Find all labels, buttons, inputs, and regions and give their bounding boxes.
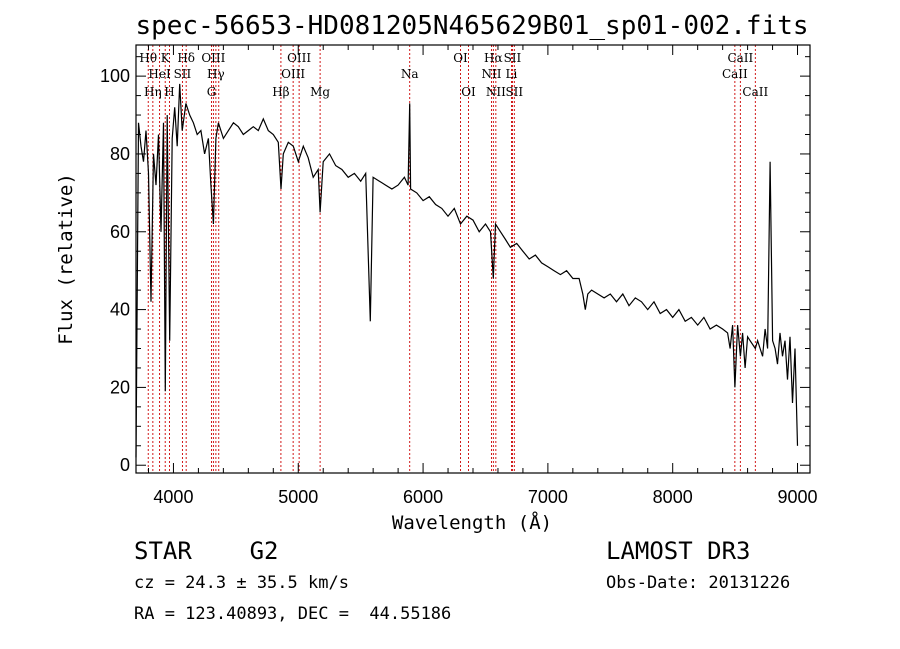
y-tick-label: 40 bbox=[110, 300, 130, 320]
line-label-OIII-4320: OIII bbox=[201, 51, 225, 65]
spectrum-line bbox=[135, 83, 799, 458]
x-tick-label: 7000 bbox=[528, 487, 568, 507]
x-tick-label: 6000 bbox=[403, 487, 443, 507]
y-tick-label: 20 bbox=[110, 377, 130, 397]
line-label-H-theta: Hθ bbox=[139, 51, 157, 65]
line-label-H-delta: Hδ bbox=[177, 51, 195, 65]
redshift-label: cz = 24.3 ± 35.5 km/s bbox=[134, 573, 349, 593]
line-label-H-gamma: Hγ bbox=[207, 67, 225, 81]
plot-frame bbox=[135, 44, 811, 474]
line-label-NII-6583: NII bbox=[486, 85, 506, 99]
x-tick-label: 8000 bbox=[653, 487, 693, 507]
line-label-OI-6300: OI bbox=[453, 51, 468, 65]
line-label-H-beta: Hβ bbox=[272, 85, 289, 99]
line-label-CaII-H: H bbox=[164, 85, 174, 99]
line-label-NII-6548: NII bbox=[481, 67, 501, 81]
y-tick-label: 60 bbox=[110, 222, 130, 242]
x-axis-ticks: 4000 5000 6000 7000 8000 9000 bbox=[147, 45, 818, 507]
line-label-CaII-8498: CaII bbox=[722, 67, 748, 81]
line-label-G-band: G bbox=[207, 85, 217, 99]
line-label-Li: Li bbox=[506, 67, 518, 81]
line-markers bbox=[147, 45, 756, 473]
y-tick-label: 100 bbox=[100, 66, 130, 86]
line-label-HeI: HeI bbox=[148, 67, 171, 81]
x-axis-label: Wavelength (Å) bbox=[392, 511, 552, 534]
x-tick-label: 5000 bbox=[278, 487, 318, 507]
survey-label: LAMOST DR3 bbox=[606, 537, 751, 565]
line-label-H-alpha: Hα bbox=[484, 51, 503, 65]
star-class-label: STAR G2 bbox=[134, 537, 279, 565]
line-label-Na: Na bbox=[401, 67, 419, 81]
line-label-Mg: Mg bbox=[310, 85, 330, 99]
y-axis-ticks: 0 20 40 60 80 100 bbox=[100, 56, 810, 475]
y-tick-label: 0 bbox=[120, 455, 130, 475]
line-label-SII-6731: SII bbox=[505, 85, 523, 99]
line-label-SII: SII bbox=[174, 67, 192, 81]
line-label-CaII-K: K bbox=[161, 51, 171, 65]
line-label-SII-6716: SII bbox=[504, 51, 522, 65]
x-tick-label: 9000 bbox=[777, 487, 817, 507]
line-label-CaII-8662: CaII bbox=[742, 85, 768, 99]
y-axis-label: Flux (relative) bbox=[55, 173, 77, 345]
chart-title: spec-56653-HD081205N465629B01_sp01-002.f… bbox=[135, 11, 808, 41]
x-tick-label: 4000 bbox=[153, 487, 193, 507]
coordinates-label: RA = 123.40893, DEC = 44.55186 bbox=[134, 604, 452, 624]
line-label-H-eta: Hη bbox=[144, 85, 162, 99]
line-label-OIII-5007: OIII bbox=[287, 51, 311, 65]
line-label-OI-6364: OI bbox=[461, 85, 476, 99]
line-label-OIII-4959: OIII bbox=[281, 67, 305, 81]
y-tick-label: 80 bbox=[110, 144, 130, 164]
line-label-CaII-8542: CaII bbox=[727, 51, 753, 65]
obs-date-label: Obs-Date: 20131226 bbox=[606, 573, 791, 593]
